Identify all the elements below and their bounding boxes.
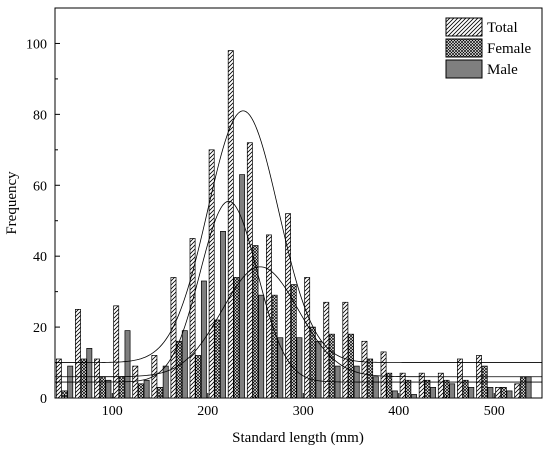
bar-male-430 xyxy=(430,387,437,399)
bar-total-410 xyxy=(399,372,406,399)
legend-label-total: Total xyxy=(487,20,518,36)
bar-female-330 xyxy=(328,333,335,399)
bar-female-390 xyxy=(386,372,393,399)
bar-total-190 xyxy=(189,238,196,399)
x-tick-label-200: 200 xyxy=(197,404,218,419)
bar-total-370 xyxy=(361,340,368,399)
bar-total-210 xyxy=(208,149,215,399)
bar-male-170 xyxy=(181,330,188,399)
y-axis-title: Frequency xyxy=(4,171,20,235)
legend-swatch-female xyxy=(445,38,483,58)
fit-curve-total xyxy=(55,110,542,363)
bar-female-370 xyxy=(367,358,374,399)
bar-male-530 xyxy=(525,376,532,399)
bar-total-50 xyxy=(55,358,62,399)
bar-male-210 xyxy=(220,231,226,399)
x-tick-label-300: 300 xyxy=(293,404,314,419)
bars-layer xyxy=(55,50,532,399)
bar-female-70 xyxy=(80,358,87,399)
bar-male-410 xyxy=(411,394,417,399)
bar-total-450 xyxy=(437,372,444,399)
bar-female-190 xyxy=(195,355,202,399)
y-tick-label-40: 40 xyxy=(33,250,47,265)
x-tick-label-100: 100 xyxy=(102,404,123,419)
bar-male-130 xyxy=(143,379,150,399)
x-tick-label-400: 400 xyxy=(388,404,409,419)
bar-male-470 xyxy=(468,387,475,399)
bar-male-270 xyxy=(277,337,284,399)
bar-total-250 xyxy=(246,142,253,399)
axes-layer: 100 200 300 400 500 0 20 40 60 80 100 xyxy=(26,37,505,419)
bar-male-390 xyxy=(391,390,398,399)
bar-total-510 xyxy=(495,387,502,399)
bar-female-210 xyxy=(214,319,221,399)
bar-total-330 xyxy=(323,301,330,399)
bar-female-430 xyxy=(424,379,431,399)
y-tick-label-100: 100 xyxy=(26,37,47,52)
bar-total-350 xyxy=(342,301,349,399)
legend-swatch-total xyxy=(445,17,483,37)
x-axis-title: Standard length (mm) xyxy=(232,430,364,446)
legend-label-male: Male xyxy=(487,62,518,78)
fit-curve-male xyxy=(55,200,542,383)
bar-male-110 xyxy=(124,330,131,399)
y-tick-label-20: 20 xyxy=(33,321,47,336)
y-tick-label-80: 80 xyxy=(33,108,47,123)
x-tick-label-500: 500 xyxy=(484,404,505,419)
bar-female-470 xyxy=(462,379,469,399)
bar-female-130 xyxy=(138,383,144,399)
bar-female-230 xyxy=(233,277,240,399)
y-tick-label-60: 60 xyxy=(33,179,47,194)
legend-label-female: Female xyxy=(487,41,531,57)
bar-male-310 xyxy=(315,340,322,399)
bar-total-310 xyxy=(304,277,311,399)
bar-female-170 xyxy=(176,340,183,399)
bar-total-90 xyxy=(94,358,100,399)
bar-total-170 xyxy=(170,277,177,399)
legend: Total Female Male xyxy=(445,17,531,79)
bar-female-350 xyxy=(348,333,354,399)
legend-swatch-male xyxy=(445,59,483,79)
bar-female-110 xyxy=(118,376,125,399)
bar-total-530 xyxy=(514,383,521,399)
bar-male-450 xyxy=(449,383,456,399)
fit-curves-layer xyxy=(55,110,542,383)
bar-total-390 xyxy=(380,351,387,399)
fit-curve-female xyxy=(55,266,542,378)
bar-male-370 xyxy=(372,376,379,399)
bar-female-530 xyxy=(519,376,526,399)
bar-total-70 xyxy=(75,309,81,399)
bar-total-430 xyxy=(418,372,425,399)
bar-total-270 xyxy=(266,234,272,399)
bar-male-490 xyxy=(487,387,494,399)
bar-female-270 xyxy=(271,294,278,399)
bar-total-470 xyxy=(457,358,463,399)
bar-male-70 xyxy=(86,348,93,399)
bar-male-250 xyxy=(258,294,265,399)
bar-total-290 xyxy=(285,213,291,399)
bar-female-410 xyxy=(405,379,412,399)
bar-male-230 xyxy=(239,174,246,399)
y-tick-label-0: 0 xyxy=(40,392,47,407)
bar-male-90 xyxy=(105,379,112,399)
bar-female-310 xyxy=(309,326,316,399)
bar-female-290 xyxy=(290,284,297,399)
bar-total-130 xyxy=(132,365,139,399)
bar-female-90 xyxy=(99,376,106,399)
bar-total-230 xyxy=(227,50,234,399)
bar-female-510 xyxy=(500,387,507,399)
bar-total-110 xyxy=(113,305,120,399)
bar-male-290 xyxy=(296,337,303,399)
bar-male-510 xyxy=(506,390,513,399)
